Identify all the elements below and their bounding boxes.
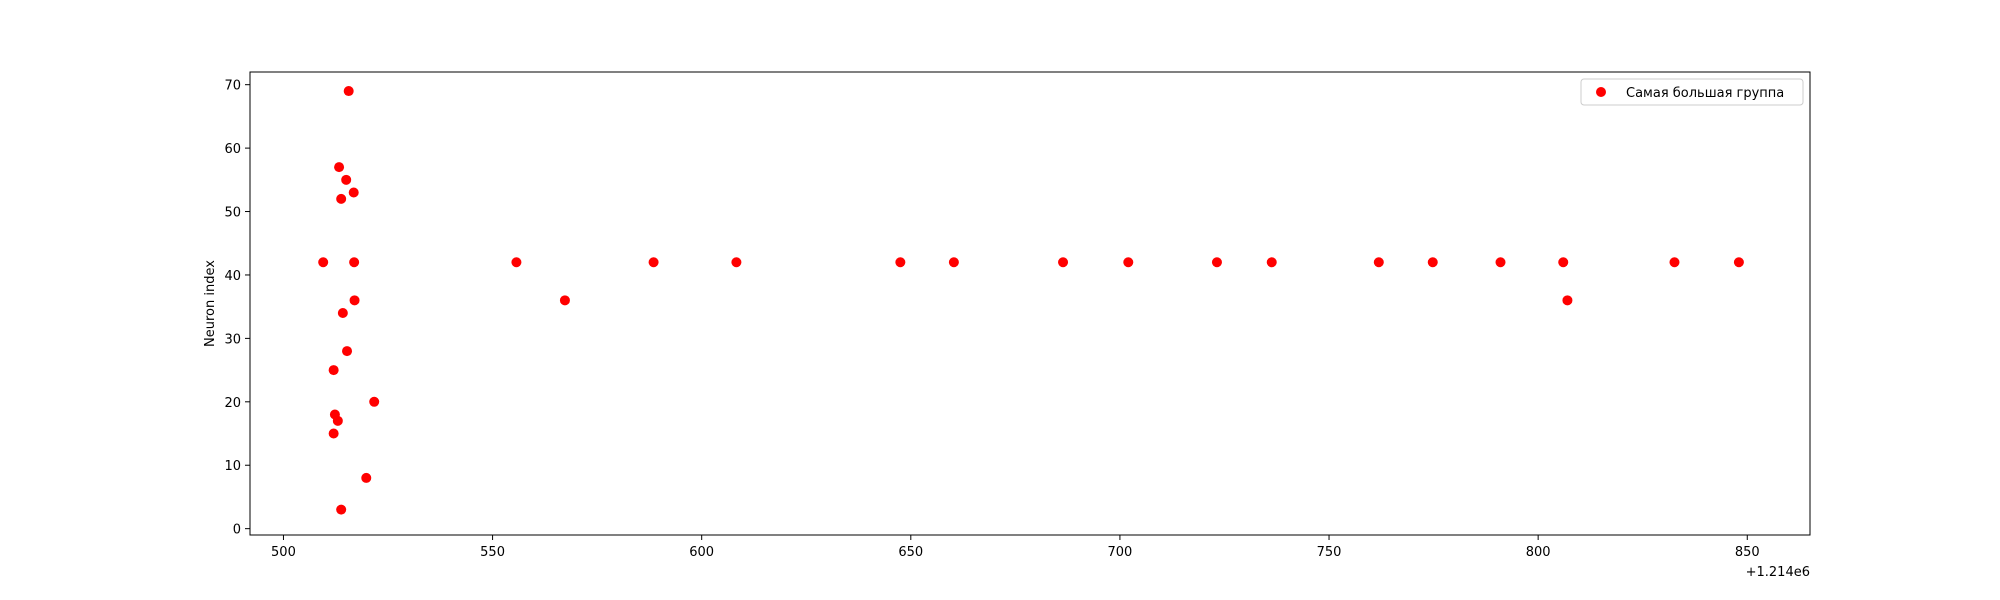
- plot-frame: [249, 71, 1811, 536]
- scatter-point: [511, 257, 522, 268]
- scatter-point: [349, 295, 360, 306]
- scatter-point: [337, 308, 348, 319]
- scatter-point: [1558, 257, 1569, 268]
- scatter-point: [332, 415, 343, 426]
- scatter-point: [336, 193, 347, 204]
- y-tick-label: 0: [233, 523, 241, 538]
- scatter-point: [1562, 295, 1573, 306]
- scatter-point: [342, 346, 353, 357]
- y-tick-label: 40: [224, 269, 241, 284]
- scatter-point: [948, 257, 959, 268]
- y-tick-label: 30: [224, 332, 241, 347]
- x-tick-label: 550: [480, 545, 505, 560]
- x-tick-label: 750: [1317, 545, 1342, 560]
- y-tick-label: 60: [224, 142, 241, 157]
- legend-label: Самая большая группа: [1626, 86, 1784, 101]
- scatter-point: [348, 187, 359, 198]
- scatter-point: [349, 257, 360, 268]
- y-tick-label: 20: [224, 396, 241, 411]
- scatter-point: [369, 396, 380, 407]
- scatter-point: [336, 504, 347, 515]
- scatter-point: [1058, 257, 1069, 268]
- x-tick-label: 600: [689, 545, 714, 560]
- scatter-point: [361, 472, 372, 483]
- y-tick-label: 10: [224, 459, 241, 474]
- scatter-point: [1211, 257, 1222, 268]
- scatter-point: [731, 257, 742, 268]
- y-axis-ticks: 0 10 20 30 40 50 60 70: [224, 79, 250, 538]
- y-tick-label: 70: [224, 79, 241, 94]
- x-axis-offset-label: +1.214e6: [1746, 565, 1810, 580]
- scatter-point: [1669, 257, 1680, 268]
- scatter-point: [334, 162, 345, 173]
- scatter-point: [648, 257, 659, 268]
- scatter-point: [328, 428, 339, 439]
- x-axis-ticks: 500 550 600 650 700 750 800 850: [271, 535, 1760, 560]
- scatter-point: [341, 174, 352, 185]
- y-tick-label: 50: [224, 206, 241, 221]
- scatter-point: [1266, 257, 1277, 268]
- scatter-point: [1123, 257, 1134, 268]
- scatter-point: [559, 295, 570, 306]
- scatter-point: [1733, 257, 1744, 268]
- x-tick-label: 800: [1526, 545, 1551, 560]
- y-axis-label: Neuron index: [203, 260, 218, 347]
- x-tick-label: 700: [1108, 545, 1133, 560]
- scatter-point: [1495, 257, 1506, 268]
- scatter-point: [318, 257, 329, 268]
- scatter-point: [328, 365, 339, 376]
- data-points: [318, 86, 1744, 515]
- legend: Самая большая группа: [1580, 78, 1804, 106]
- scatter-point: [343, 86, 354, 97]
- x-tick-label: 500: [271, 545, 296, 560]
- legend-box: [1580, 78, 1804, 106]
- legend-marker: [1596, 87, 1606, 97]
- x-tick-label: 850: [1735, 545, 1760, 560]
- scatter-point: [1427, 257, 1438, 268]
- x-tick-label: 650: [898, 545, 923, 560]
- scatter-point: [1373, 257, 1384, 268]
- scatter-point: [895, 257, 906, 268]
